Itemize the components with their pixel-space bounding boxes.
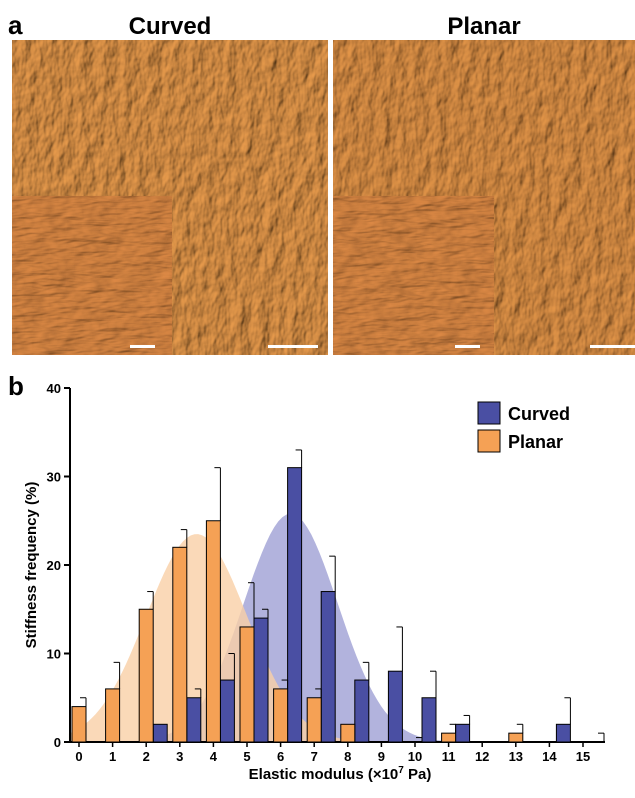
bar — [321, 592, 335, 742]
legend-label: Curved — [508, 404, 570, 424]
bar — [187, 698, 201, 742]
bar — [442, 733, 456, 742]
x-tick-label: 14 — [542, 749, 557, 764]
bar — [274, 689, 288, 742]
y-tick-label: 0 — [54, 735, 61, 750]
x-tick-label: 15 — [576, 749, 590, 764]
image-title: Planar — [447, 13, 520, 40]
x-tick-label: 1 — [109, 749, 116, 764]
bar — [456, 724, 470, 742]
legend-label: Planar — [508, 432, 563, 452]
x-tick-label: 11 — [442, 749, 456, 764]
x-tick-label: 4 — [210, 749, 218, 764]
x-tick-label: 7 — [311, 749, 318, 764]
bar — [139, 609, 153, 742]
figure: a Curved Planar b Stiffness frequency (%… — [0, 0, 635, 793]
x-tick-label: 13 — [509, 749, 523, 764]
x-axis-label: Elastic modulus (×107 Pa) — [249, 765, 432, 783]
x-tick-label: 0 — [75, 749, 82, 764]
y-tick-label: 10 — [47, 647, 61, 662]
bar — [106, 689, 120, 742]
x-tick-label: 2 — [143, 749, 150, 764]
bar — [220, 680, 234, 742]
bar — [509, 733, 523, 742]
x-tick-label: 8 — [344, 749, 351, 764]
bar — [173, 547, 187, 742]
y-axis-label: Stiffness frequency (%) — [23, 482, 40, 649]
x-tick-label: 6 — [277, 749, 284, 764]
x-tick-label: 10 — [408, 749, 422, 764]
bar — [341, 724, 355, 742]
y-tick-label: 30 — [47, 470, 61, 485]
legend-swatch — [478, 430, 500, 452]
bar — [206, 521, 220, 742]
x-tick-label: 9 — [378, 749, 385, 764]
image-title: Curved — [129, 13, 212, 40]
bar — [556, 724, 570, 742]
panel-label: a — [8, 10, 23, 40]
y-tick-label: 20 — [47, 558, 61, 573]
panel-label: b — [8, 371, 24, 401]
bar — [240, 627, 254, 742]
x-tick-label: 3 — [176, 749, 183, 764]
bar — [422, 698, 436, 742]
afm-image — [12, 40, 328, 355]
bar — [388, 671, 402, 742]
bar — [254, 618, 268, 742]
x-tick-label: 5 — [243, 749, 250, 764]
x-tick-label: 12 — [475, 749, 489, 764]
x-label-part: Elastic modulus (×10 — [249, 766, 399, 783]
bar — [355, 680, 369, 742]
bar — [307, 698, 321, 742]
afm-image — [333, 40, 635, 355]
x-label-part: Pa) — [404, 766, 432, 783]
bar — [153, 724, 167, 742]
bar — [288, 468, 302, 742]
legend-swatch — [478, 402, 500, 424]
y-tick-label: 40 — [47, 381, 61, 396]
bar — [72, 707, 86, 742]
